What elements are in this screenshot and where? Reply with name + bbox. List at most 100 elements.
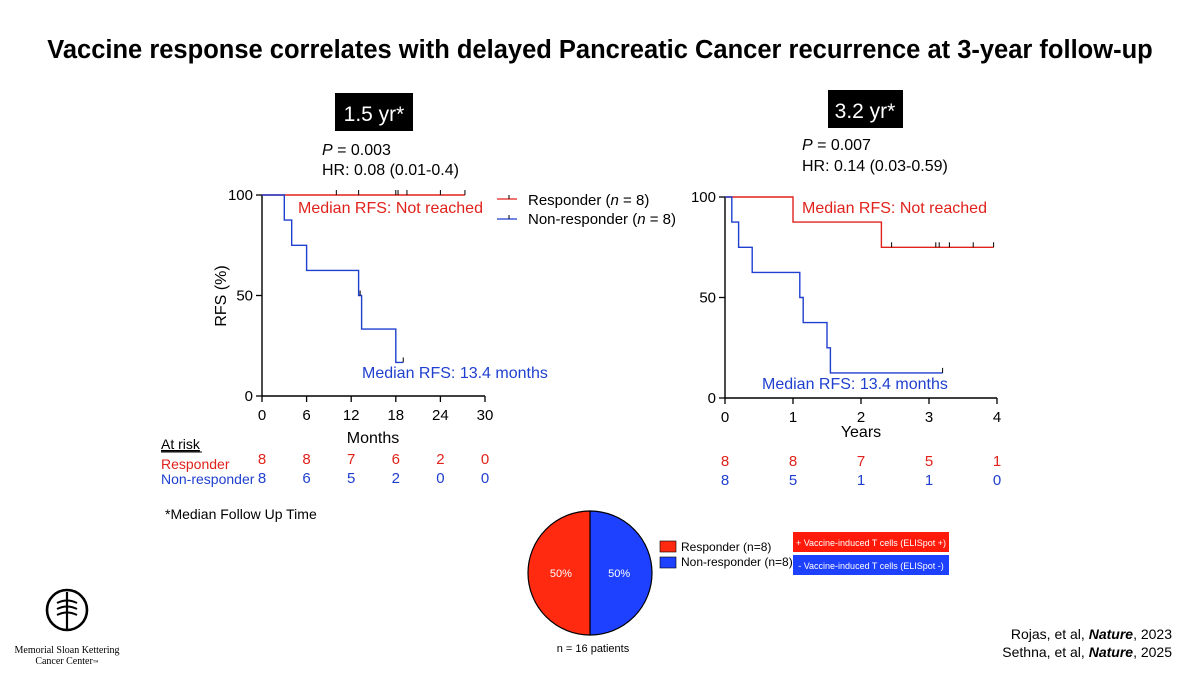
chart2-xlabel: Years — [841, 424, 881, 441]
legend-non-responder-pre: Non-responder ( — [528, 211, 637, 228]
chart1-at-risk-non-responder-value: 8 — [258, 470, 266, 487]
citation-1-authors: Rojas, et al, — [1011, 626, 1089, 642]
pie-legend-non-responder: Non-responder (n=8) — [681, 555, 793, 569]
elispot-positive-label: + Vaccine-induced T cells (ELISpot +) — [796, 538, 946, 548]
elispot-negative-box — [793, 555, 949, 575]
legend-responder-pre: Responder ( — [528, 192, 611, 209]
pie-caption: n = 16 patients — [557, 643, 630, 655]
citation-1: Rojas, et al, Nature, 2023 — [1011, 626, 1172, 642]
chart1-p-value-line: P = 0.003 — [322, 142, 391, 159]
chart1-at-risk-responder-value: 7 — [347, 451, 355, 468]
msk-logo-icon — [45, 588, 89, 632]
chart1-ytick-label: 100 — [228, 187, 253, 204]
chart1-p-value: 0.003 — [351, 142, 391, 159]
chart2-badge-box — [828, 90, 903, 128]
chart1-at-risk-non-responder-value: 0 — [436, 470, 444, 487]
chart2-badge: 3.2 yr* — [835, 100, 896, 123]
msk-logo-line2: Cancer Center — [35, 656, 93, 667]
chart2-at-risk-non-responder-value: 0 — [993, 472, 1001, 489]
chart1-ylabel: RFS (%) — [213, 265, 230, 326]
at-risk-non-responder-label: Non-responder — [161, 471, 255, 487]
chart2-at-risk-responder-value: 8 — [721, 453, 729, 470]
chart1-p-eq: = — [333, 142, 351, 159]
chart2-p-value: 0.007 — [831, 137, 871, 154]
chart1-at-risk-non-responder-value: 2 — [392, 470, 400, 487]
legend-responder-post: = 8) — [619, 192, 649, 209]
chart2-at-risk-non-responder-value: 1 — [925, 472, 933, 489]
chart2-non-responder-curve — [725, 196, 943, 374]
at-risk-header: At risk — [161, 436, 201, 452]
chart1-xtick-label: 18 — [387, 407, 404, 424]
chart1-xtick-label: 12 — [343, 407, 360, 424]
chart1-y-ticks: 0 50 100 — [228, 187, 262, 405]
msk-logo: Memorial Sloan Kettering Cancer Center™ — [15, 588, 120, 667]
chart2-x-ticks: 0 1 2 3 4 — [721, 398, 1001, 426]
chart2-header: 3.2 yr* P = 0.007 HR: 0.14 (0.03-0.59) — [802, 90, 948, 175]
chart2-at-risk-responder-value: 7 — [857, 453, 865, 470]
msk-logo-line1: Memorial Sloan Kettering — [15, 645, 120, 656]
chart1-header: 1.5 yr* P = 0.003 HR: 0.08 (0.01-0.4) — [322, 93, 459, 179]
chart2-xtick-label: 0 — [721, 409, 729, 426]
msk-logo-line2-text: Cancer Center™ — [35, 656, 98, 667]
chart2-xtick-label: 3 — [925, 409, 933, 426]
legend-responder-n: n — [611, 192, 619, 209]
chart1-badge: 1.5 yr* — [344, 103, 405, 126]
citation-2-authors: Sethna, et al, — [1002, 644, 1088, 660]
chart1-xtick-label: 0 — [258, 407, 266, 424]
chart2-responder-annotation: Median RFS: Not reached — [802, 200, 987, 217]
chart2-hr: HR: 0.14 (0.03-0.59) — [802, 158, 948, 175]
chart1-ytick-label: 0 — [245, 388, 253, 405]
chart2-p-label: P — [802, 137, 813, 154]
chart1-series — [262, 190, 466, 364]
chart2-p-eq: = — [813, 137, 831, 154]
chart1-at-risk-responder-value: 2 — [436, 451, 444, 468]
chart2-non-responder-annotation: Median RFS: 13.4 months — [762, 376, 948, 393]
chart1-at-risk-responder-value: 6 — [392, 451, 400, 468]
km-chart-1: 0 50 100 0 6 12 18 24 30 RFS (%) Months Median … — [213, 187, 548, 447]
chart1-at-risk-responder-value: 8 — [258, 451, 266, 468]
chart2-ytick-label: 100 — [691, 189, 716, 206]
legend-non-responder-post: = 8) — [646, 211, 676, 228]
chart1-at-risk-non-responder-value: 0 — [481, 470, 489, 487]
chart2-at-risk-non-responder-value: 8 — [721, 472, 729, 489]
pie-legend: Responder (n=8) Non-responder (n=8) + Va… — [659, 532, 949, 575]
at-risk-responder-label: Responder — [161, 456, 230, 472]
chart2-ytick-label: 0 — [708, 390, 716, 407]
pie-slice-non-responder-label: 50% — [608, 568, 630, 580]
chart1-p-label: P — [322, 142, 333, 159]
chart1-at-risk-values: 8 8 8 6 7 5 6 2 2 0 0 0 — [258, 451, 489, 487]
chart1-responder-annotation: Median RFS: Not reached — [298, 200, 483, 217]
citation-2-journal: Nature — [1089, 644, 1134, 660]
chart1-x-ticks: 0 6 12 18 24 30 — [258, 396, 493, 424]
chart2-xtick-label: 4 — [993, 409, 1001, 426]
km-legend: Responder (n = 8) Non-responder (n = 8) — [497, 192, 676, 228]
chart2-at-risk-non-responder-value: 5 — [789, 472, 797, 489]
chart1-non-responder-curve — [262, 194, 404, 364]
chart1-at-risk-responder-value: 8 — [302, 451, 310, 468]
chart2-at-risk-responder-value: 8 — [789, 453, 797, 470]
legend-responder: Responder (n = 8) — [528, 192, 649, 209]
at-risk-table: At risk Responder Non-responder 8 8 8 6 7 5 6 2… — [161, 436, 489, 487]
legend-non-responder: Non-responder (n = 8) — [528, 211, 676, 228]
chart2-y-ticks: 0 50 100 — [691, 189, 725, 407]
chart2-p-value-line: P = 0.007 — [802, 137, 871, 154]
pie-slice-non-responder — [589, 510, 653, 636]
chart2-responder-curve — [725, 196, 994, 249]
chart1-at-risk-non-responder-value: 6 — [302, 470, 310, 487]
elispot-positive-box — [793, 532, 949, 552]
chart2-at-risk-responder-value: 1 — [993, 453, 1001, 470]
chart1-at-risk-non-responder-value: 5 — [347, 470, 355, 487]
citations: Rojas, et al, Nature, 2023 Sethna, et al… — [1002, 626, 1172, 660]
chart1-xtick-label: 24 — [432, 407, 449, 424]
chart1-ytick-label: 50 — [236, 288, 253, 305]
pie-slice-responder-label: 50% — [550, 568, 572, 580]
chart2-xtick-label: 1 — [789, 409, 797, 426]
chart2-at-risk-values: 8 8 8 5 7 1 5 1 1 0 — [721, 453, 1001, 489]
pie-legend-non-responder-swatch — [659, 556, 677, 569]
chart2-xtick-label: 2 — [857, 409, 865, 426]
msk-logo-tm: ™ — [93, 660, 99, 666]
citation-2: Sethna, et al, Nature, 2025 — [1002, 644, 1172, 660]
citation-1-year: , 2023 — [1133, 626, 1172, 642]
